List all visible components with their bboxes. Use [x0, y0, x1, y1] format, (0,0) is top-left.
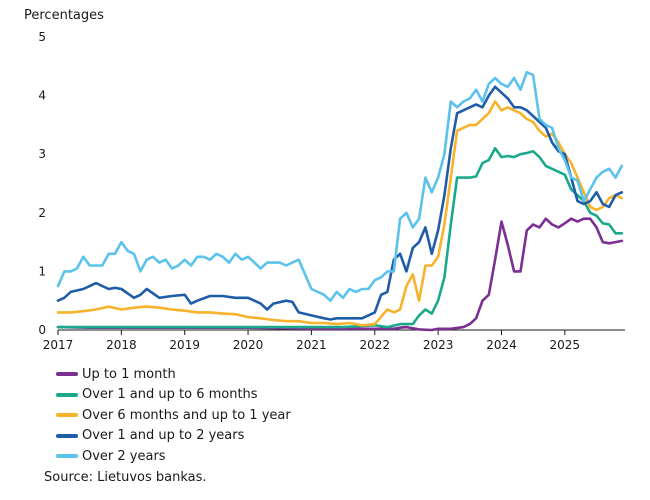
- legend-item: Over 1 and up to 2 years: [56, 426, 291, 447]
- x-tick-label: 2018: [106, 338, 137, 352]
- x-tick-label: 2019: [169, 338, 200, 352]
- x-tick-label: 2017: [43, 338, 74, 352]
- legend-swatch: [56, 454, 78, 459]
- x-tick-label: 2021: [296, 338, 327, 352]
- line-chart: 0 1 2 3 4 5 2017 2018 2019 2020 2021 2022 2023 2024 20…: [38, 30, 625, 352]
- chart-series-lines: [56, 70, 624, 332]
- legend-item: Over 6 months and up to 1 year: [56, 405, 291, 426]
- legend-label: Over 1 and up to 6 months: [82, 387, 258, 403]
- legend-item: Up to 1 month: [56, 364, 291, 385]
- legend-label: Over 6 months and up to 1 year: [82, 407, 291, 423]
- chart-legend: Up to 1 month Over 1 and up to 6 months Ov…: [56, 364, 291, 467]
- x-tick-label: 2020: [233, 338, 264, 352]
- y-tick-label: 4: [38, 89, 46, 103]
- legend-item: Over 2 years: [56, 446, 291, 467]
- legend-label: Up to 1 month: [82, 366, 176, 382]
- source-note: Source: Lietuvos bankas.: [44, 470, 207, 485]
- chart-axes: 0 1 2 3 4 5 2017 2018 2019 2020 2021 2022 2023 2024 20…: [38, 30, 625, 352]
- y-tick-label: 2: [38, 206, 46, 220]
- legend-label: Over 2 years: [82, 448, 166, 464]
- legend-swatch: [56, 413, 78, 418]
- x-tick-label: 2024: [486, 338, 517, 352]
- legend-label: Over 1 and up to 2 years: [82, 428, 245, 444]
- y-tick-label: 3: [38, 147, 46, 161]
- series-line-1: [56, 147, 624, 329]
- y-tick-label: 5: [38, 30, 46, 44]
- x-tick-label: 2023: [423, 338, 454, 352]
- y-tick-label: 1: [38, 264, 46, 278]
- series-line-3: [56, 85, 624, 321]
- legend-swatch: [56, 372, 78, 377]
- x-tick-label: 2025: [550, 338, 581, 352]
- legend-item: Over 1 and up to 6 months: [56, 385, 291, 406]
- x-tick-label: 2022: [359, 338, 390, 352]
- legend-swatch: [56, 392, 78, 397]
- y-axis-label: Percentages: [24, 8, 104, 23]
- legend-swatch: [56, 433, 78, 438]
- series-line-0: [56, 217, 624, 332]
- series-line-4: [56, 70, 624, 303]
- y-tick-label: 0: [38, 323, 46, 337]
